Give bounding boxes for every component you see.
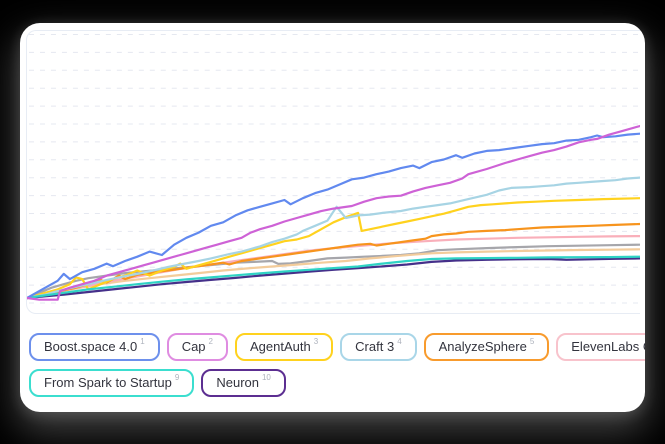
legend-chip-cap[interactable]: Cap 2 [166,333,228,361]
series-line-7 [27,243,640,300]
series-line-2 [27,124,640,301]
legend-chip-label: Craft 3 [355,339,395,354]
legend-chip-label: Boost.space 4.0 [44,339,138,354]
legend-chip-elevenlabs-genfm[interactable]: ElevenLabs GenFM6 [556,333,645,361]
legend-row: From Spark to Startup 9 Neuron 10 [29,369,639,397]
legend-chip-label: Neuron [216,375,259,390]
series-line-10 [27,257,640,300]
legend-chip-index: 10 [261,373,271,382]
legend-chip-index: 2 [208,337,213,346]
legend-chip-label: AnalyzeSphere [438,339,527,354]
plot-area [26,30,640,314]
series-line-4 [27,176,640,300]
legend-chip-index: 5 [529,337,535,346]
legend-chip-index: 3 [313,337,319,346]
legend-chip-agentauth[interactable]: AgentAuth 3 [235,333,334,361]
line-chart [27,34,640,304]
series-line-9 [27,255,640,300]
legend: Boost.space 4.0 1 Cap 2 AgentAuth 3 Craft 3 4 An… [29,333,645,397]
legend-chip-index: 9 [174,373,180,382]
legend-chip-boost-space-4-0[interactable]: Boost.space 4.0 1 [29,333,160,361]
legend-chip-index: 4 [397,337,402,346]
legend-chip-index: 1 [140,337,145,346]
chart-card: Boost.space 4.0 1 Cap 2 AgentAuth 3 Craft 3 4 An… [20,23,645,412]
legend-chip-analyzesphere[interactable]: AnalyzeSphere 5 [423,333,550,361]
legend-chip-neuron[interactable]: Neuron 10 [201,369,286,397]
legend-row: Boost.space 4.0 1 Cap 2 AgentAuth 3 Craft 3 4 An… [29,333,645,361]
legend-chip-label: AgentAuth [250,339,311,354]
legend-chip-label: From Spark to Startup [44,375,172,390]
series-line-8 [27,248,640,300]
legend-chip-from-spark-to-startup[interactable]: From Spark to Startup 9 [29,369,195,397]
series-line-1 [27,132,640,300]
legend-chip-label: ElevenLabs GenFM [571,339,645,354]
legend-chip-label: Cap [181,339,206,354]
